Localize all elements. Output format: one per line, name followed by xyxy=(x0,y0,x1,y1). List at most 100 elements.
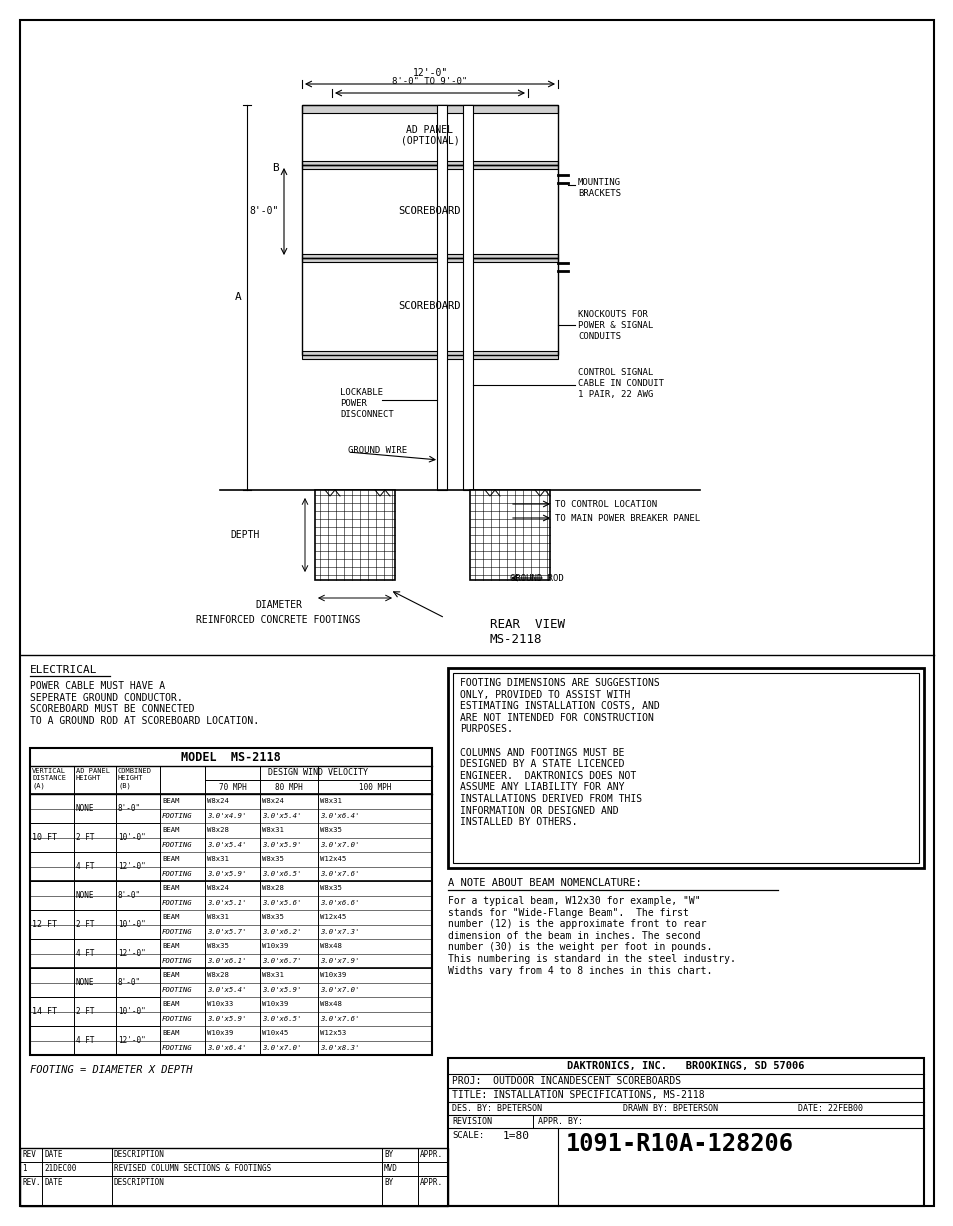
Text: 70 MPH: 70 MPH xyxy=(218,783,246,792)
Text: DEPTH: DEPTH xyxy=(230,530,259,539)
Text: BEAM: BEAM xyxy=(162,972,179,978)
Text: NONE: NONE xyxy=(76,891,94,900)
Text: A NOTE ABOUT BEAM NOMENCLATURE:: A NOTE ABOUT BEAM NOMENCLATURE: xyxy=(448,878,641,888)
Text: 1091-R10A-128206: 1091-R10A-128206 xyxy=(565,1132,793,1156)
Text: W8x48: W8x48 xyxy=(319,943,341,949)
Text: FOOTING: FOOTING xyxy=(162,929,193,934)
Text: W8x28: W8x28 xyxy=(207,828,229,834)
Text: APPR.: APPR. xyxy=(419,1178,442,1187)
Text: FOOTING: FOOTING xyxy=(162,842,193,847)
Text: SCOREBOARD: SCOREBOARD xyxy=(398,302,460,311)
Text: MVD: MVD xyxy=(384,1163,397,1173)
Text: 4 FT: 4 FT xyxy=(76,862,94,870)
Text: 3.0'x7.9': 3.0'x7.9' xyxy=(319,958,359,964)
Bar xyxy=(302,166,558,257)
Text: FOOTING: FOOTING xyxy=(162,813,193,819)
Text: W8x35: W8x35 xyxy=(319,885,341,891)
Text: DATE: DATE xyxy=(44,1178,63,1187)
Text: GROUND WIRE: GROUND WIRE xyxy=(348,445,407,455)
Text: DES. BY: BPETERSON: DES. BY: BPETERSON xyxy=(452,1103,541,1113)
Text: 3.0'x8.3': 3.0'x8.3' xyxy=(319,1045,359,1051)
Bar xyxy=(448,1058,923,1206)
Text: FOOTING: FOOTING xyxy=(162,900,193,906)
Text: 10'-0": 10'-0" xyxy=(118,832,146,842)
Text: DRAWN BY: BPETERSON: DRAWN BY: BPETERSON xyxy=(622,1103,718,1113)
Text: DATE: DATE xyxy=(44,1150,63,1159)
Text: W8x31: W8x31 xyxy=(207,915,229,921)
Text: CONTROL SIGNAL: CONTROL SIGNAL xyxy=(578,368,653,378)
Text: FOOTING: FOOTING xyxy=(162,1016,193,1021)
Text: FOOTING DIMENSIONS ARE SUGGESTIONS
ONLY, PROVIDED TO ASSIST WITH
ESTIMATING INST: FOOTING DIMENSIONS ARE SUGGESTIONS ONLY,… xyxy=(459,678,659,828)
Text: W10x33: W10x33 xyxy=(207,1002,233,1008)
Bar xyxy=(302,254,558,262)
Text: DAKTRONICS, INC.   BROOKINGS, SD 57006: DAKTRONICS, INC. BROOKINGS, SD 57006 xyxy=(567,1060,804,1072)
Text: 2 FT: 2 FT xyxy=(76,920,94,929)
Text: BEAM: BEAM xyxy=(162,1030,179,1036)
Bar xyxy=(314,490,395,580)
Text: 10'-0": 10'-0" xyxy=(118,1007,146,1016)
Text: REV: REV xyxy=(22,1150,36,1159)
Bar xyxy=(436,105,447,490)
Text: FOOTING: FOOTING xyxy=(162,958,193,964)
Bar xyxy=(30,748,432,1056)
Text: DIAMETER: DIAMETER xyxy=(254,600,302,611)
Text: 3.0'x5.9': 3.0'x5.9' xyxy=(207,1016,246,1021)
Text: REVISION: REVISION xyxy=(452,1117,492,1125)
Text: MOUNTING: MOUNTING xyxy=(578,178,620,188)
Text: REV.: REV. xyxy=(22,1178,40,1187)
Text: W8x31: W8x31 xyxy=(262,972,284,978)
Text: DISCONNECT: DISCONNECT xyxy=(339,409,394,419)
Text: AD PANEL
HEIGHT: AD PANEL HEIGHT xyxy=(76,767,110,781)
Bar xyxy=(453,673,918,863)
Text: 8'-0": 8'-0" xyxy=(250,206,278,216)
Text: 100 MPH: 100 MPH xyxy=(358,783,391,792)
Text: KNOCKOUTS FOR: KNOCKOUTS FOR xyxy=(578,310,647,319)
Text: W12x45: W12x45 xyxy=(319,915,346,921)
Text: BEAM: BEAM xyxy=(162,856,179,862)
Text: 3.0'x6.1': 3.0'x6.1' xyxy=(207,958,246,964)
Text: 3.0'x6.7': 3.0'x6.7' xyxy=(262,958,301,964)
Text: 8'-0" TO 9'-0": 8'-0" TO 9'-0" xyxy=(392,77,467,86)
Text: BEAM: BEAM xyxy=(162,828,179,834)
Text: 4 FT: 4 FT xyxy=(76,1036,94,1045)
Text: W8x24: W8x24 xyxy=(262,798,284,804)
Text: FOOTING: FOOTING xyxy=(162,1045,193,1051)
Bar xyxy=(302,257,558,356)
Text: 12 FT: 12 FT xyxy=(32,920,57,929)
Text: 4 FT: 4 FT xyxy=(76,949,94,958)
Text: CABLE IN CONDUIT: CABLE IN CONDUIT xyxy=(578,379,663,387)
Text: 21DEC00: 21DEC00 xyxy=(44,1163,76,1173)
Bar xyxy=(302,105,558,113)
Text: 12'-0": 12'-0" xyxy=(118,949,146,958)
Text: W8x31: W8x31 xyxy=(207,856,229,862)
Text: 10'-0": 10'-0" xyxy=(118,920,146,929)
Text: W10x39: W10x39 xyxy=(262,943,288,949)
Text: 12'-0": 12'-0" xyxy=(412,67,447,78)
Text: 12'-0": 12'-0" xyxy=(118,1036,146,1045)
Text: LOCKABLE: LOCKABLE xyxy=(339,387,382,397)
Text: SCOREBOARD: SCOREBOARD xyxy=(398,206,460,216)
Text: DESCRIPTION: DESCRIPTION xyxy=(113,1150,165,1159)
Text: 1=80: 1=80 xyxy=(502,1132,530,1141)
Text: PROJ:  OUTDOOR INCANDESCENT SCOREBOARDS: PROJ: OUTDOOR INCANDESCENT SCOREBOARDS xyxy=(452,1076,680,1086)
Text: W12x45: W12x45 xyxy=(319,856,346,862)
Text: BRACKETS: BRACKETS xyxy=(578,189,620,199)
Text: TITLE: INSTALLATION SPECIFICATIONS, MS-2118: TITLE: INSTALLATION SPECIFICATIONS, MS-2… xyxy=(452,1090,704,1100)
Text: DESCRIPTION: DESCRIPTION xyxy=(113,1178,165,1187)
Text: A: A xyxy=(235,292,242,302)
Text: W8x24: W8x24 xyxy=(207,885,229,891)
Text: 3.0'x7.6': 3.0'x7.6' xyxy=(319,870,359,877)
Text: 8'-0": 8'-0" xyxy=(118,804,141,813)
Text: W8x24: W8x24 xyxy=(207,798,229,804)
Text: 8'-0": 8'-0" xyxy=(118,891,141,900)
Text: W10x39: W10x39 xyxy=(262,1002,288,1008)
Bar xyxy=(470,490,550,580)
Bar xyxy=(20,1148,448,1206)
Text: 3.0'x5.4': 3.0'x5.4' xyxy=(262,813,301,819)
Text: 2 FT: 2 FT xyxy=(76,1007,94,1016)
Text: MODEL  MS-2118: MODEL MS-2118 xyxy=(181,750,280,764)
Text: W8x35: W8x35 xyxy=(262,915,284,921)
Text: W10x45: W10x45 xyxy=(262,1030,288,1036)
Text: 3.0'x4.9': 3.0'x4.9' xyxy=(207,813,246,819)
Text: W8x35: W8x35 xyxy=(262,856,284,862)
